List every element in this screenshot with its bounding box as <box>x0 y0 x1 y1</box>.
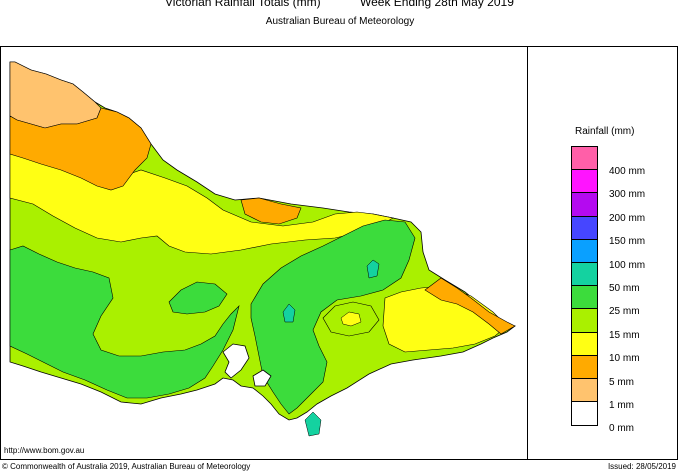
legend-label: 400 mm <box>609 166 646 177</box>
legend-label: 50 mm <box>609 282 640 294</box>
legend-swatch <box>572 193 597 217</box>
legend-divider <box>527 46 528 460</box>
map-period: Week Ending 28th May 2019 <box>360 0 514 9</box>
region-5mm-far-east <box>424 277 516 335</box>
legend-swatch <box>572 286 597 310</box>
legend-label: 0 mm <box>609 423 634 435</box>
legend-label: 5 mm <box>609 376 634 388</box>
rainfall-map <box>9 61 516 437</box>
legend-swatch <box>572 402 597 426</box>
port-phillip-bay <box>222 343 250 379</box>
map-title: Victorian Rainfall Totals (mm) <box>165 0 321 9</box>
western-port <box>252 369 272 387</box>
region-50mm-dandenongs <box>282 303 296 323</box>
map-title-line: Victorian Rainfall Totals (mm) Week Endi… <box>0 0 680 13</box>
legend-label: 100 mm <box>609 259 646 271</box>
map-frame <box>0 46 678 460</box>
legend-label: 15 mm <box>609 329 640 341</box>
legend-title: Rainfall (mm) <box>575 126 635 137</box>
legend-label: 200 mm <box>609 212 646 224</box>
region-50mm-prom <box>304 411 322 437</box>
legend-color-scale <box>571 146 598 427</box>
region-25mm-west <box>9 245 240 399</box>
legend-label: 1 mm <box>609 399 634 411</box>
legend-swatch <box>572 147 597 171</box>
legend-swatch <box>572 170 597 194</box>
legend-label: 300 mm <box>609 189 646 201</box>
issued-date: Issued: 28/05/2019 <box>607 462 676 471</box>
copyright-notice: © Commonwealth of Australia 2019, Austra… <box>2 462 251 471</box>
source-url: http://www.bom.gov.au <box>4 446 85 455</box>
legend-labels: 400 mm 300 mm 200 mm 150 mm 100 mm 50 mm 25 mm… <box>609 160 645 441</box>
legend-swatch <box>572 378 597 403</box>
region-50mm-alps <box>366 259 380 279</box>
map-subtitle: Australian Bureau of Meteorology <box>265 16 415 27</box>
legend-label: 10 mm <box>609 353 640 365</box>
region-1mm-northwest <box>9 61 102 129</box>
legend-swatch <box>572 309 597 333</box>
legend-label: 25 mm <box>609 306 640 318</box>
legend-swatch <box>572 332 597 356</box>
legend-swatch <box>572 216 597 240</box>
legend-label: 150 mm <box>609 236 646 248</box>
legend-swatch <box>572 262 597 287</box>
legend-swatch <box>572 355 597 379</box>
region-25mm-central <box>168 281 228 315</box>
region-10mm-islet <box>340 311 362 327</box>
region-5mm-north <box>9 107 152 191</box>
region-5mm-murray <box>240 197 302 225</box>
legend-swatch <box>572 239 597 263</box>
